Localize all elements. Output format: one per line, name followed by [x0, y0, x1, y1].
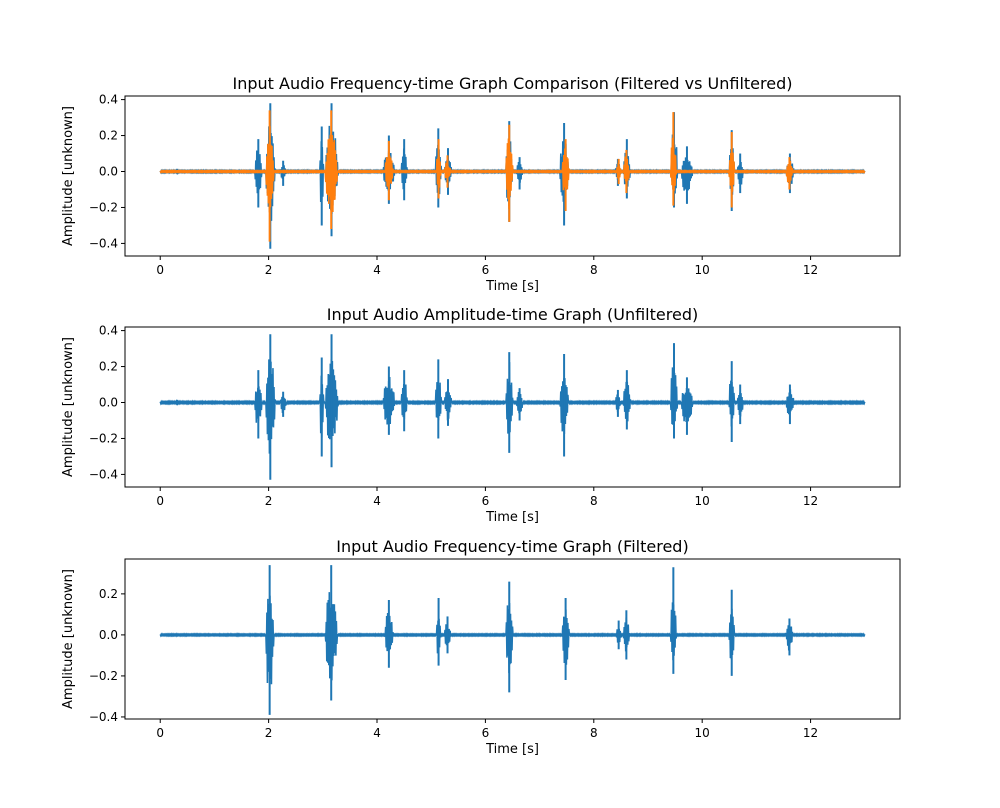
axes-frame: [124, 558, 901, 720]
series-line-1: [159, 592, 866, 685]
x-tick-label: 12: [803, 494, 818, 508]
x-tick-label: 6: [482, 726, 490, 740]
x-tick-label: 2: [265, 263, 273, 277]
x-tick-label: 8: [590, 263, 598, 277]
x-tick-label: 12: [803, 263, 818, 277]
x-tick-label: 4: [373, 726, 381, 740]
y-tick-label: −0.4: [89, 236, 118, 250]
y-tick-label: 0.0: [99, 396, 118, 410]
y-tick-label: 0.4: [99, 324, 118, 338]
y-axis-label: Amplitude [unknown]: [61, 337, 76, 477]
chart-title: Input Audio Frequency-time Graph Compari…: [233, 74, 793, 93]
y-tick-label: −0.2: [89, 200, 118, 214]
subplot-2: 0 2 4 6 8 10 12 −0.4 −0.2 0.0 0.2 0.4 Input Audio Am…: [61, 305, 901, 525]
y-tick-label: 0.2: [99, 129, 118, 143]
axes-frame: [124, 95, 901, 257]
axes-frame: [124, 326, 901, 488]
y-tick-label: −0.4: [89, 467, 118, 481]
x-tick-label: 0: [156, 494, 164, 508]
x-tick-label: 10: [695, 726, 710, 740]
series-line-1: [159, 359, 866, 454]
subplot-3: 0 2 4 6 8 10 12 −0.4 −0.2 0.0 0.2 Input Audio Frequ…: [61, 537, 901, 757]
x-tick-label: 4: [373, 263, 381, 277]
x-tick-label: 8: [590, 494, 598, 508]
x-axis-label: Time [s]: [485, 742, 539, 757]
y-axis-label: Amplitude [unknown]: [61, 106, 76, 246]
y-tick-label: 0.4: [99, 93, 118, 107]
y-tick-label: 0.2: [99, 587, 118, 601]
y-tick-label: −0.4: [89, 710, 118, 724]
y-axis-label: Amplitude [unknown]: [61, 569, 76, 709]
y-tick-label: −0.2: [89, 431, 118, 445]
y-tick-label: 0.0: [99, 165, 118, 179]
series-line-2: [159, 125, 866, 213]
x-tick-label: 4: [373, 494, 381, 508]
x-axis-label: Time [s]: [485, 279, 539, 294]
chart-title: Input Audio Frequency-time Graph (Filter…: [336, 537, 688, 556]
x-tick-label: 6: [482, 494, 490, 508]
x-tick-label: 0: [156, 726, 164, 740]
x-tick-label: 2: [265, 494, 273, 508]
x-tick-label: 0: [156, 263, 164, 277]
x-tick-label: 8: [590, 726, 598, 740]
y-tick-label: −0.2: [89, 669, 118, 683]
chart-title: Input Audio Amplitude-time Graph (Unfilt…: [327, 305, 698, 324]
y-tick-label: 0.0: [99, 628, 118, 642]
x-axis-label: Time [s]: [485, 510, 539, 525]
x-tick-label: 2: [265, 726, 273, 740]
x-tick-label: 12: [803, 726, 818, 740]
subplot-1: 0 2 4 6 8 10 12 −0.4 −0.2 0.0 0.2 0.4 Input Audio Fr…: [61, 74, 901, 294]
x-tick-label: 6: [482, 263, 490, 277]
x-tick-label: 10: [695, 494, 710, 508]
x-tick-label: 10: [695, 263, 710, 277]
y-tick-label: 0.2: [99, 360, 118, 374]
